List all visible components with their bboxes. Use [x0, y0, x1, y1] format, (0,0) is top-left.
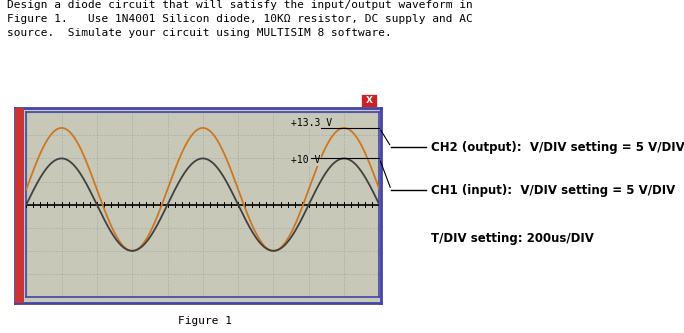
Text: Figure 1: Figure 1 — [179, 316, 232, 326]
Text: +10 V: +10 V — [291, 156, 321, 166]
Text: +13.3 V: +13.3 V — [291, 118, 332, 128]
Text: X: X — [366, 96, 373, 105]
Text: T/DIV setting: 200us/DIV: T/DIV setting: 200us/DIV — [432, 232, 594, 245]
Text: CH2 (output):  V/DIV setting = 5 V/DIV: CH2 (output): V/DIV setting = 5 V/DIV — [432, 141, 684, 154]
Bar — [15, 108, 24, 303]
Text: Oscilloscope-XSC1: Oscilloscope-XSC1 — [23, 95, 122, 105]
Text: Design a diode circuit that will satisfy the input/output waveform in
Figure 1. : Design a diode circuit that will satisfy… — [7, 0, 473, 38]
FancyBboxPatch shape — [361, 94, 378, 107]
Text: CH1 (input):  V/DIV setting = 5 V/DIV: CH1 (input): V/DIV setting = 5 V/DIV — [432, 183, 676, 196]
